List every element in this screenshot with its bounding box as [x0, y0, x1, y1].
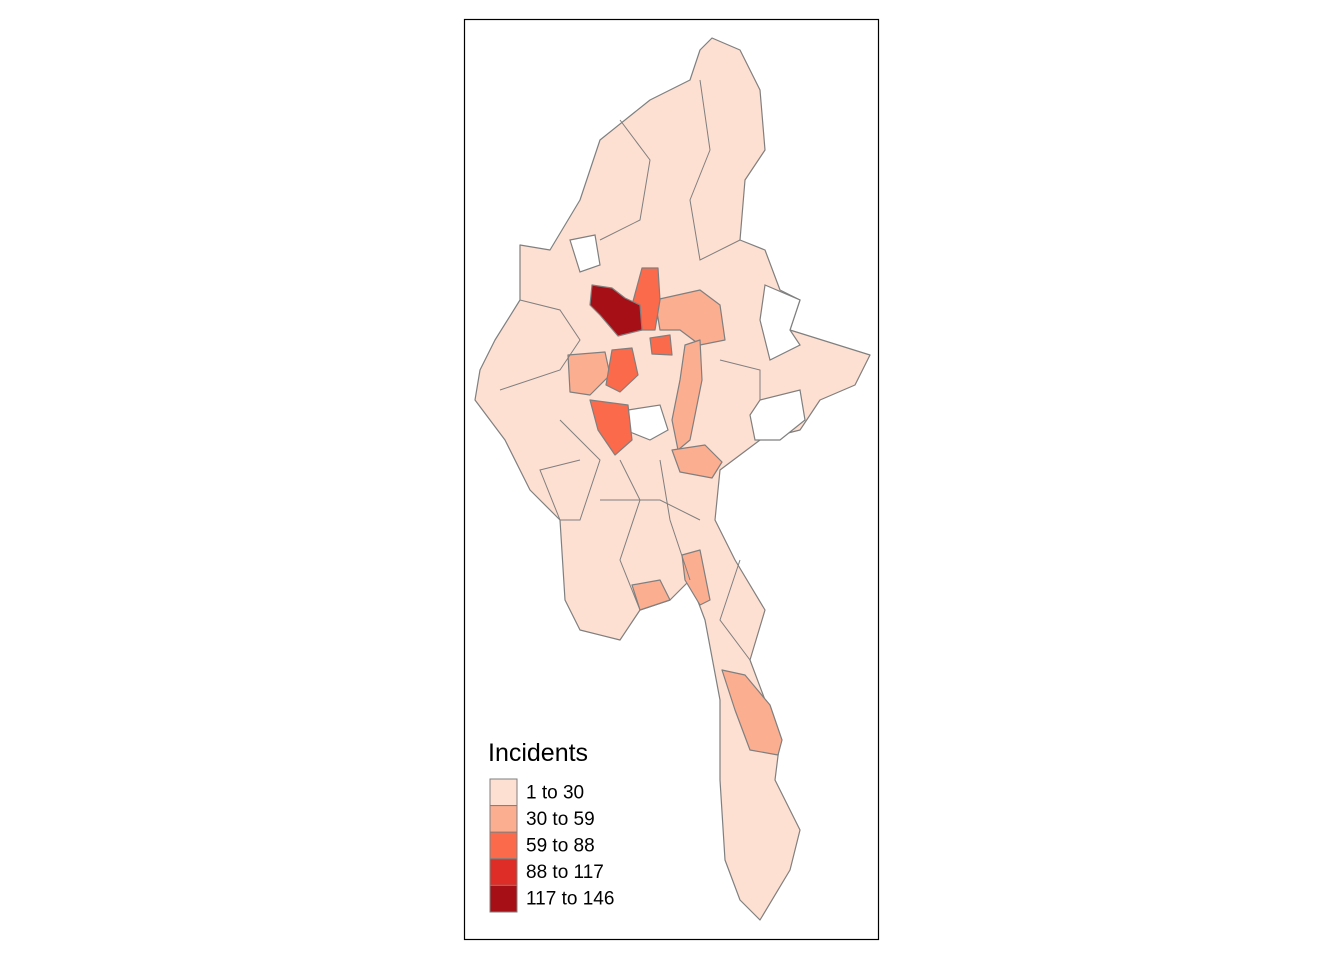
unfilled-region: [749, 389, 806, 441]
region: [589, 399, 633, 456]
region-borders: [499, 79, 761, 661]
region: [605, 347, 639, 393]
border: [559, 419, 601, 521]
border: [599, 119, 651, 241]
legend-swatch: [489, 778, 518, 807]
legend-swatch: [489, 805, 518, 833]
border: [539, 459, 581, 521]
region: [567, 351, 611, 396]
border: [689, 79, 741, 261]
unfilled-region: [569, 234, 601, 273]
map-regions: [474, 37, 871, 921]
region: [631, 579, 671, 611]
border: [719, 559, 751, 661]
legend: 1 to 30 30 to 59 59 to 88 88 to 117 117 to 1…: [489, 778, 614, 913]
region: [589, 284, 643, 337]
border: [719, 359, 761, 400]
region: [671, 339, 703, 451]
legend-title: Incidents: [488, 739, 588, 767]
region: [721, 669, 783, 756]
region: [649, 334, 673, 356]
legend-label: 88 to 117: [526, 862, 604, 883]
region: [654, 289, 726, 346]
legend-swatch: [489, 884, 518, 913]
border: [600, 499, 701, 521]
region: [681, 549, 711, 606]
border: [619, 459, 641, 611]
legend-label: 59 to 88: [526, 836, 595, 857]
legend-swatch: [489, 831, 518, 860]
region: [671, 444, 723, 479]
legend-label: 117 to 146: [526, 889, 614, 910]
legend-label: 30 to 59: [526, 809, 595, 830]
map-frame: [463, 18, 880, 941]
legend-label: 1 to 30: [526, 782, 584, 803]
border: [499, 299, 581, 391]
border: [659, 459, 691, 581]
legend-swatch: [489, 858, 518, 886]
unfilled-region: [759, 284, 801, 361]
